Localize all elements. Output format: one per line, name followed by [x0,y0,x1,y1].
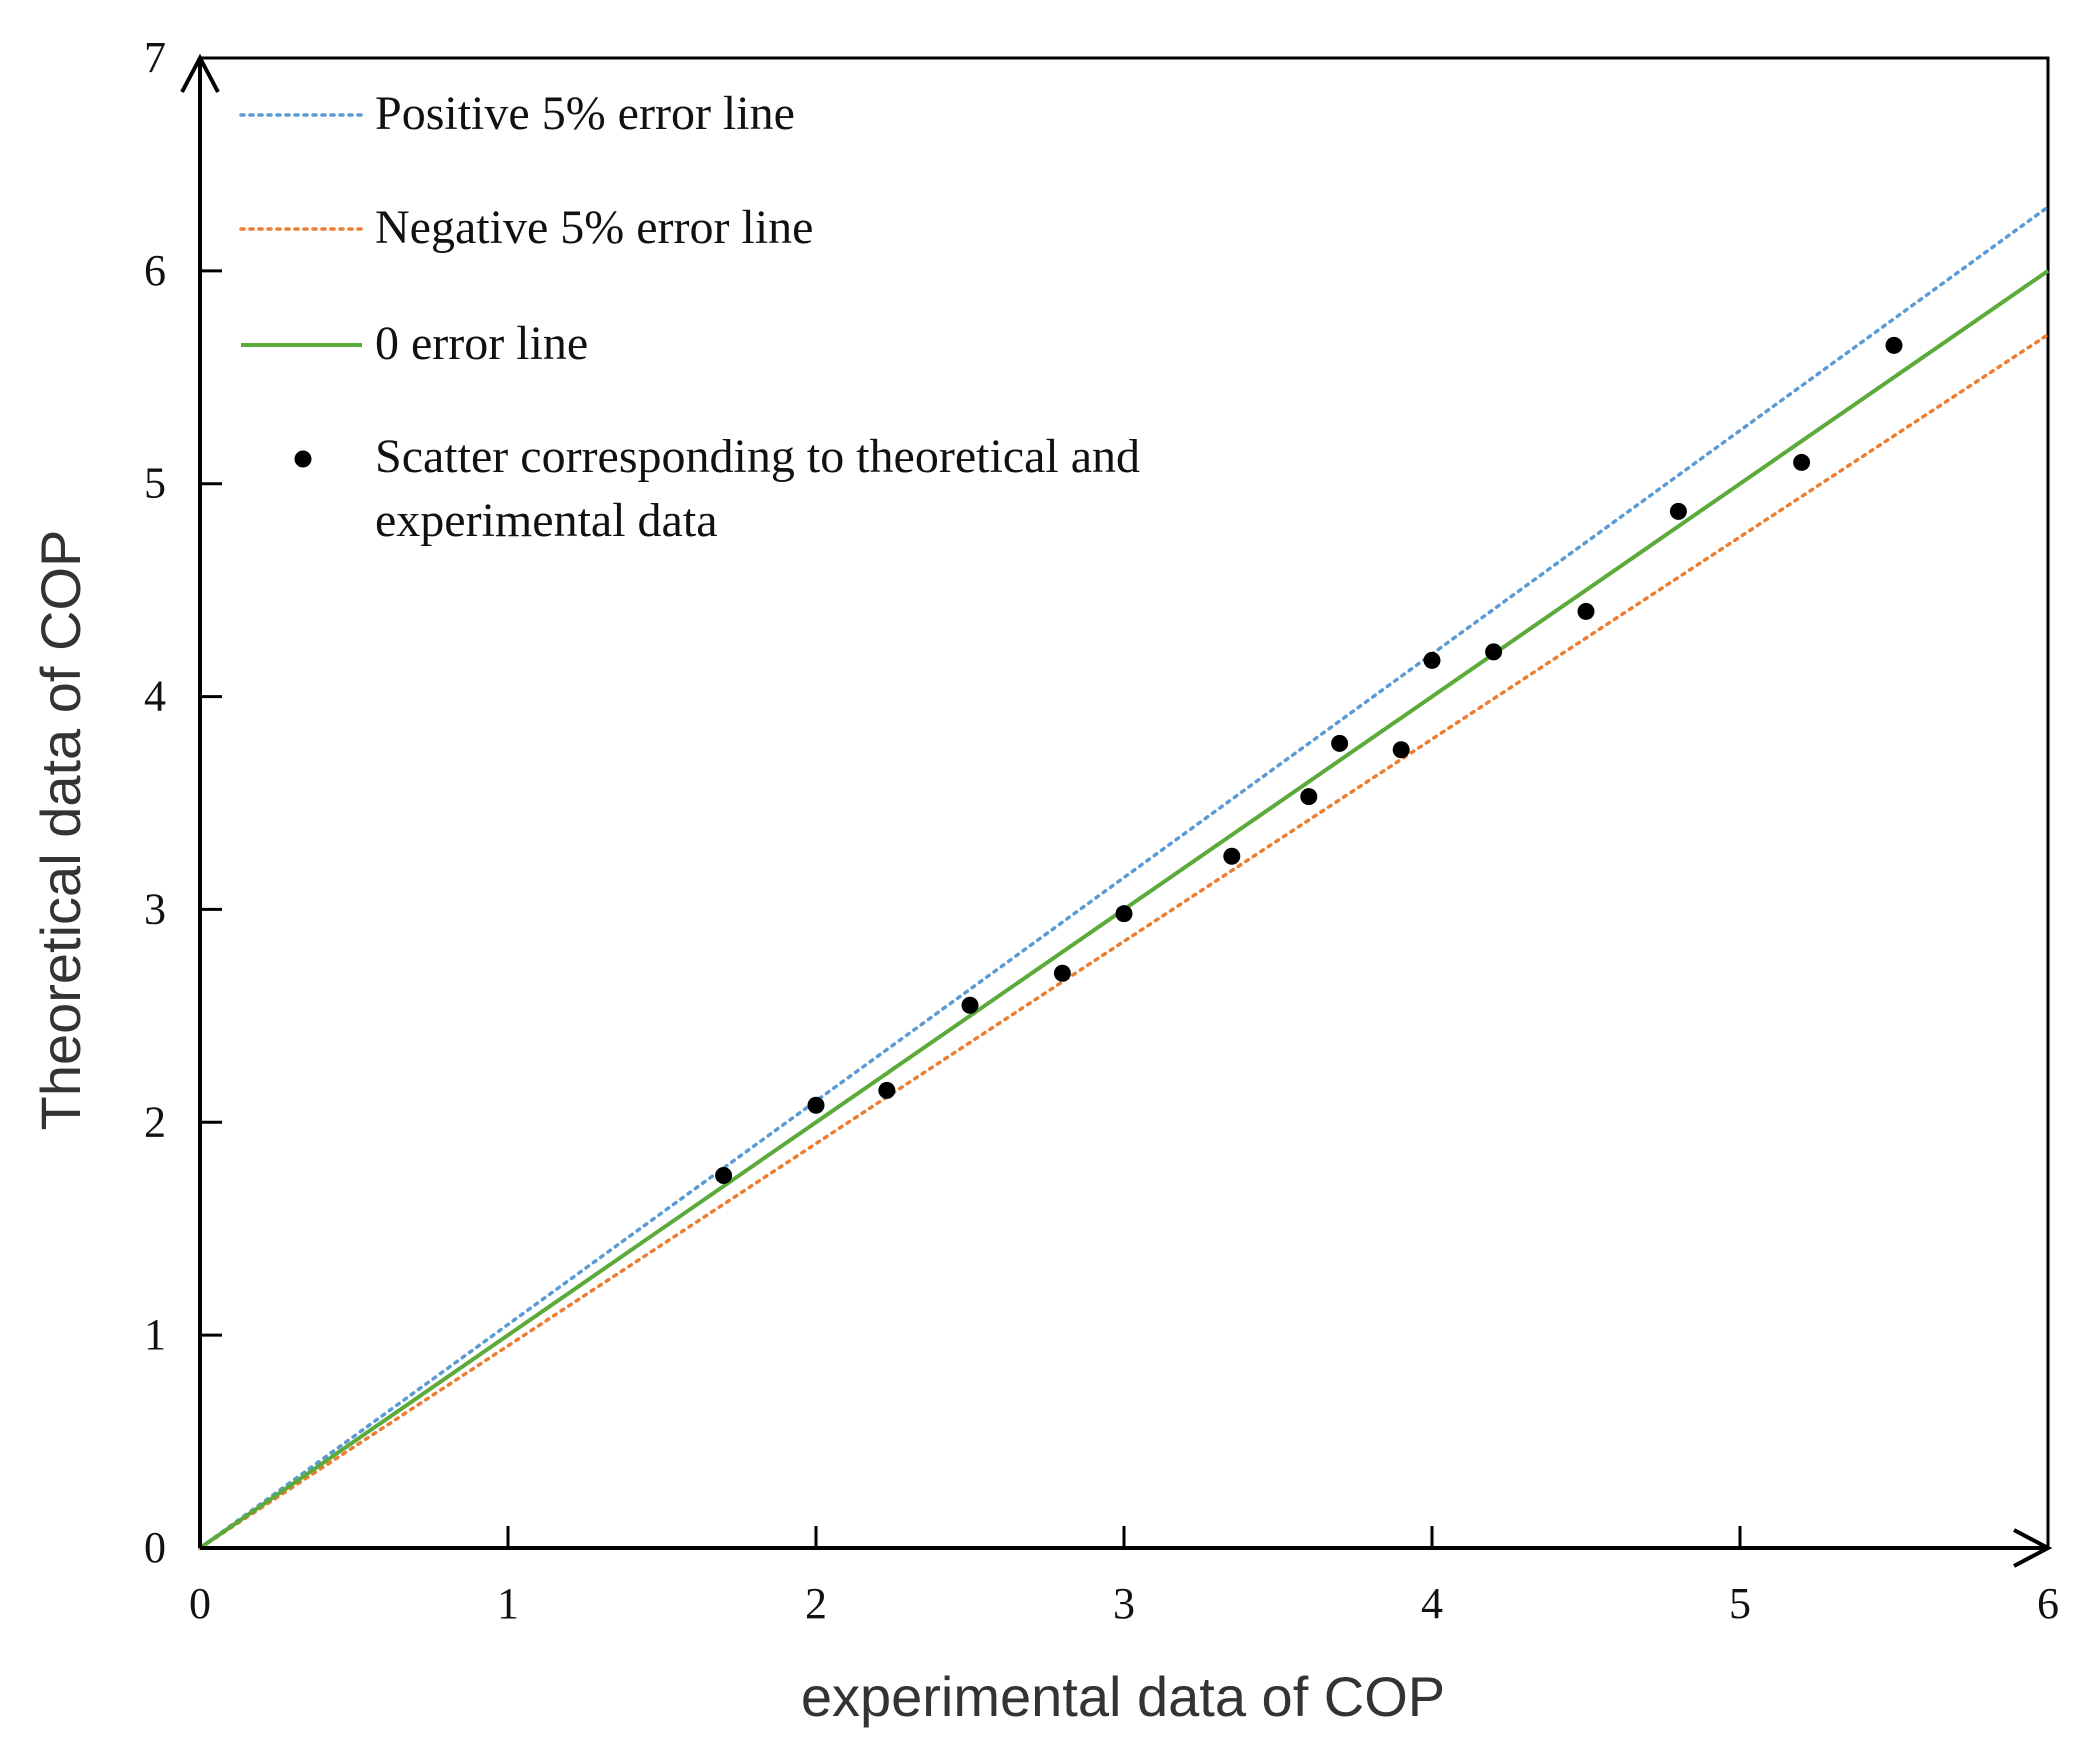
y-tick-label: 5 [144,459,166,508]
y-tick-label: 4 [144,672,166,721]
y-axis-arrow-icon [180,53,220,93]
scatter-point [1053,964,1071,982]
scatter-points [715,336,1903,1184]
scatter-point [1669,502,1687,520]
legend-scatter-marker [294,450,312,468]
scatter-point [807,1096,825,1114]
positive-error-line [198,205,2050,1550]
x-axis-title: experimental data of COP [801,1665,1445,1728]
scatter-point [1331,734,1349,752]
y-tick-label: 1 [144,1310,166,1359]
y-axis-title: Theoretical data of COP [29,530,92,1131]
scatter-point [1485,643,1503,661]
scatter-point [715,1167,733,1184]
plot-area-frame [198,56,2050,1550]
y-tick-label: 2 [144,1097,166,1146]
scatter-point [961,996,979,1014]
scatter-point [1392,741,1410,759]
y-ticks: 0 1 2 3 4 5 6 7 [144,33,222,1572]
x-tick-label: 5 [1729,1579,1751,1628]
legend-zero-label: 0 error line [375,317,588,370]
negative-error-line [198,332,2050,1550]
legend-scatter-label-line1: Scatter corresponding to theoretical and [375,430,1140,483]
legend-negative-label: Negative 5% error line [375,201,813,254]
scatter-point [1577,602,1595,620]
y-tick-label: 7 [144,33,166,82]
x-tick-label: 0 [189,1579,211,1628]
x-ticks: 0 1 2 3 4 5 6 [189,1526,2059,1628]
x-tick-label: 2 [805,1579,827,1628]
legend: Positive 5% error line Negative 5% error… [239,87,1140,547]
x-tick-label: 6 [2037,1579,2059,1628]
scatter-point [1115,905,1133,923]
scatter-point [878,1081,896,1099]
y-tick-label: 6 [144,246,166,295]
x-tick-label: 3 [1113,1579,1135,1628]
x-tick-label: 1 [497,1579,519,1628]
scatter-point [1423,651,1441,669]
scatter-point [1885,336,1903,354]
scatter-point [1793,453,1811,471]
scatter-point [1223,847,1241,865]
x-tick-label: 4 [1421,1579,1443,1628]
scatter-point [1300,788,1318,806]
x-axis-arrow-icon [2013,1528,2053,1568]
legend-positive-label: Positive 5% error line [375,87,795,140]
y-tick-label: 0 [144,1523,166,1572]
y-tick-label: 3 [144,884,166,933]
legend-scatter-label-line2: experimental data [375,494,718,547]
